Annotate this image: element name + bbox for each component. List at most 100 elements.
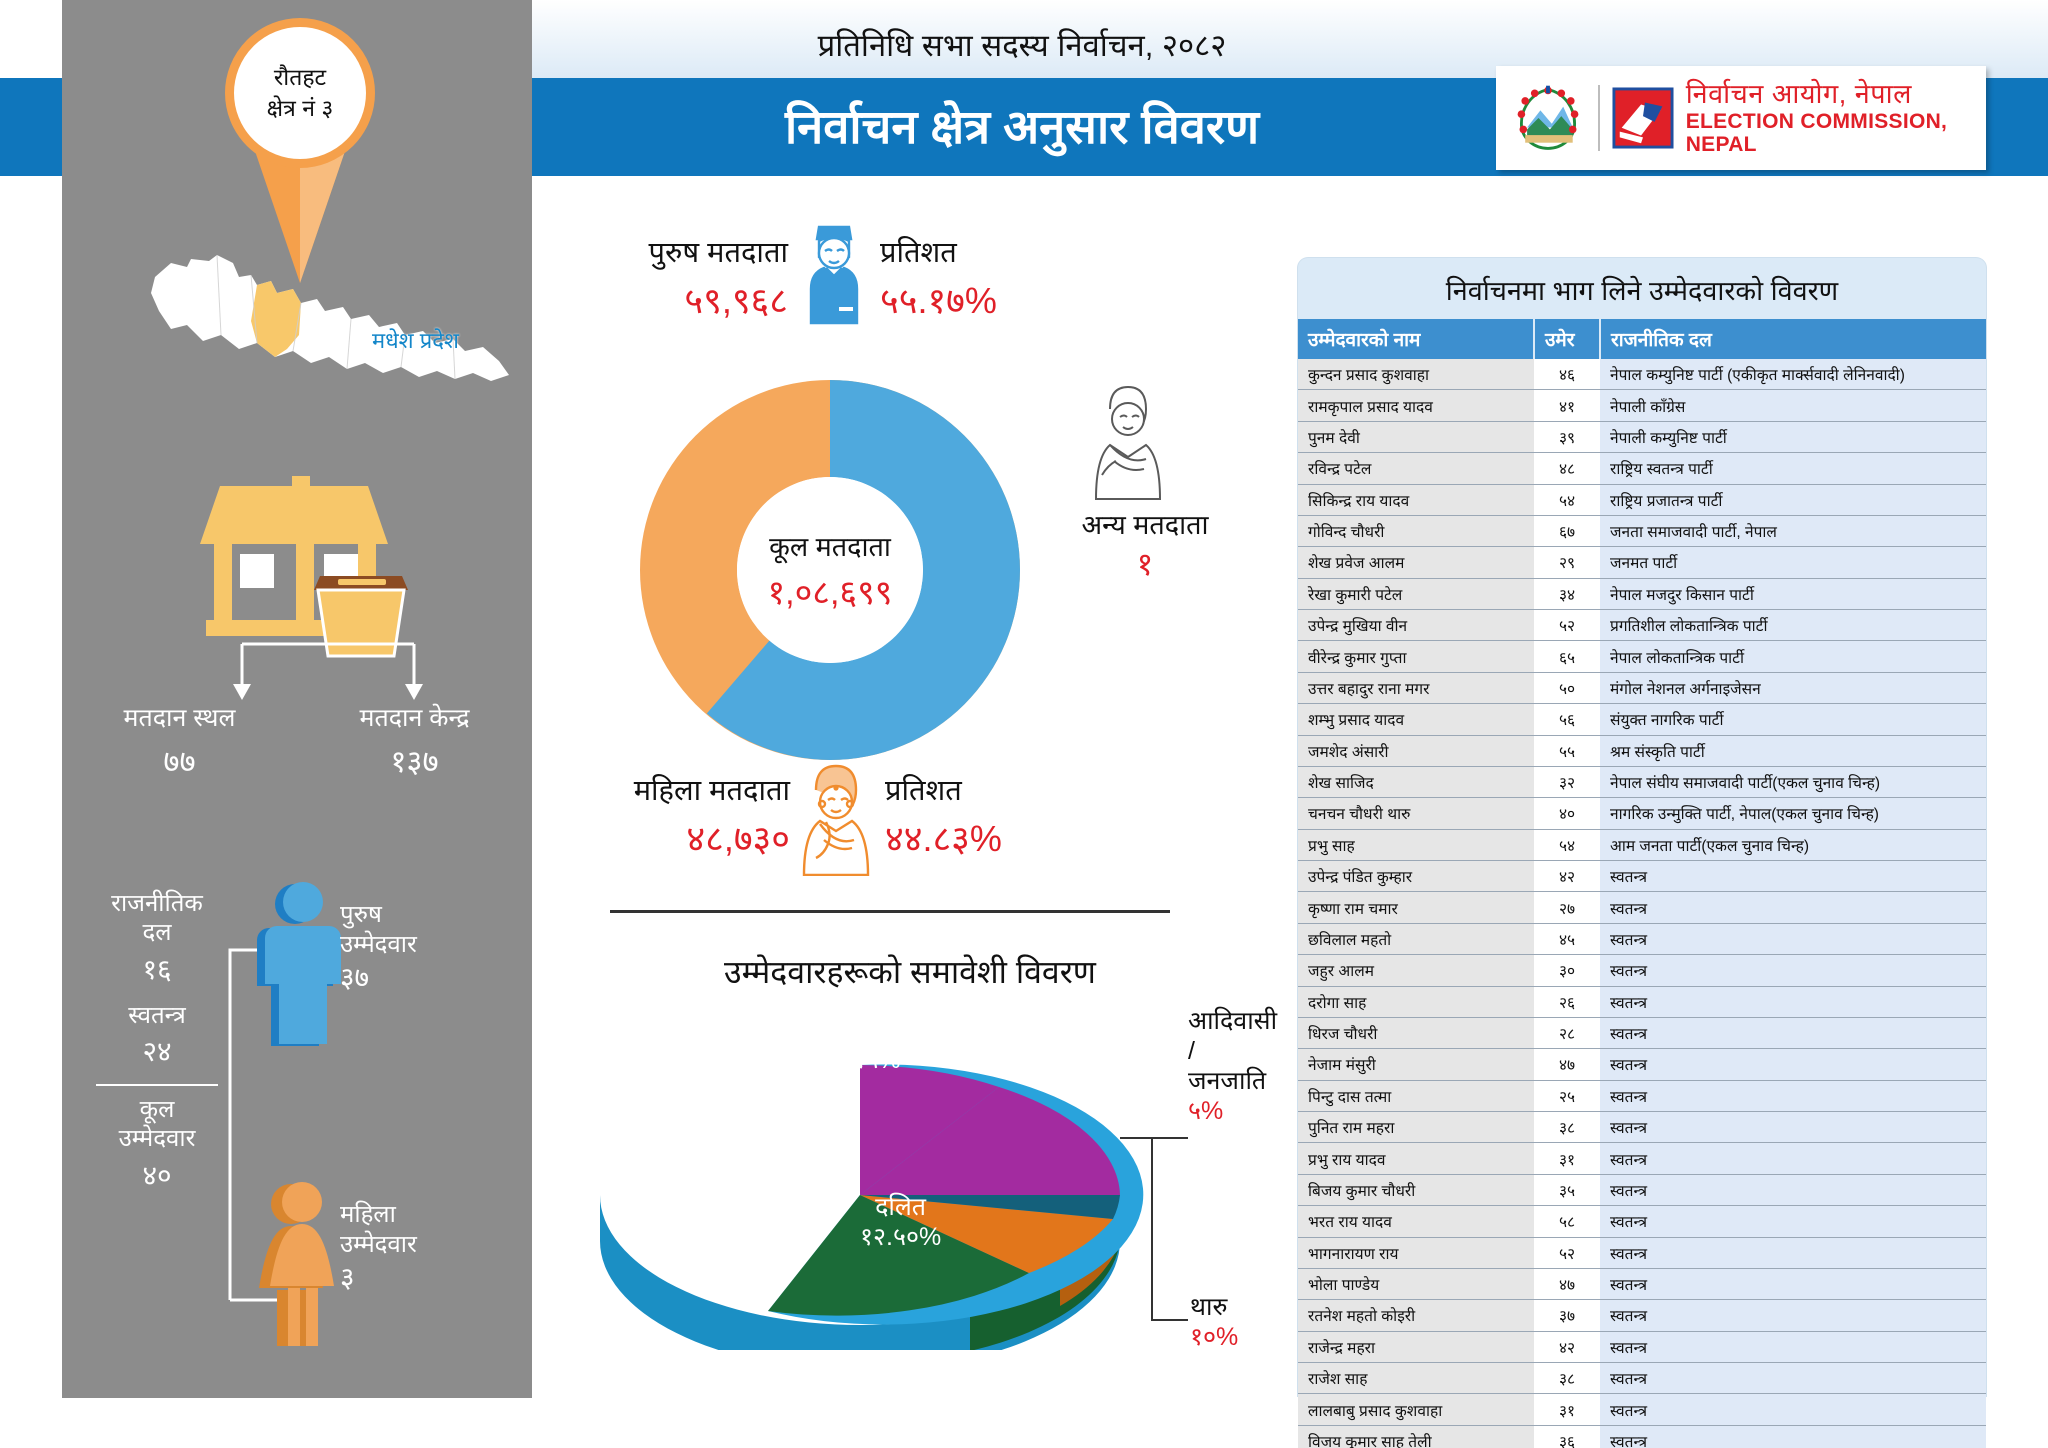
table-row: धिरज चौधरी २८ स्वतन्त्र: [1298, 1017, 1986, 1050]
table-row: रतनेश महतो कोइरी ३७ स्वतन्त्र: [1298, 1299, 1986, 1332]
candidate-name: दरोगा साह: [1298, 986, 1534, 1018]
candidate-party: स्वतन्त्र: [1600, 1362, 1986, 1395]
pie-label-adivasi: आदिवासी / जनजाति ५%: [1188, 1006, 1280, 1126]
candidate-age: ३१: [1534, 1142, 1600, 1175]
candidate-party: स्वतन्त्र: [1600, 1017, 1986, 1050]
nepal-emblem-icon: [1517, 85, 1579, 150]
dalit-name: दलित: [875, 1193, 927, 1221]
independent-value: २४: [142, 1036, 172, 1068]
male-percent-value: ५५.१७%: [880, 280, 997, 321]
table-row: वीरेन्द्र कुमार गुप्ता ६५ नेपाल लोकतान्त्र…: [1298, 640, 1986, 673]
candidate-age: ४१: [1534, 389, 1600, 422]
female-candidate-label-2: उम्मेदवार: [340, 1231, 417, 1258]
female-candidate-value: ३: [340, 1262, 355, 1293]
candidate-party: जनता समाजवादी पार्टी, नेपाल: [1600, 515, 1986, 548]
column-header-party: राजनीतिक दल: [1600, 319, 1986, 359]
female-candidate-icon: [259, 1182, 334, 1346]
column-header-age: उमेर: [1534, 319, 1601, 359]
table-row: सिकिन्द्र राय यादव ५४ राष्ट्रिय प्रजातन्त्…: [1298, 484, 1986, 516]
table-row: दरोगा साह २६ स्वतन्त्र: [1298, 986, 1986, 1018]
candidate-party: नेपाल कम्युनिष्ट पार्टी (एकीकृत मार्क्सव…: [1600, 359, 1986, 391]
pie-label-madheshi: मधेशी ५७.५०%: [650, 1048, 731, 1108]
table-row: राजेन्द्र महरा ४२ स्वतन्त्र: [1298, 1331, 1986, 1364]
table-row: बिजय कुमार चौधरी ३५ स्वतन्त्र: [1298, 1174, 1986, 1207]
other-voter-stat: अन्य मतदाता १: [1050, 505, 1240, 585]
candidate-name: छविलाल महतो: [1298, 923, 1534, 956]
total-voter-value: १,०८,६९९: [767, 573, 893, 612]
candidate-table-title: निर्वाचनमा भाग लिने उम्मेदवारको विवरण: [1445, 276, 1839, 306]
candidate-name: शेख साजिद: [1298, 766, 1534, 799]
candidate-party: स्वतन्त्र: [1600, 986, 1986, 1018]
candidate-name: भोला पाण्डेय: [1298, 1268, 1534, 1301]
female-percent-value: ४४.८३%: [885, 818, 1002, 859]
table-row: रामकृपाल प्रसाद यादव ४१ नेपाली काँग्रेस: [1298, 389, 1986, 422]
polling-venue-value: ७७: [163, 744, 196, 779]
candidate-party: नेपाली कम्युनिष्ट पार्टी: [1600, 421, 1986, 454]
candidate-name: राजेश साह: [1298, 1362, 1534, 1395]
male-voter-stat: पुरुष मतदाता ५९,९६८: [558, 232, 788, 324]
candidate-party: श्रम संस्कृति पार्टी: [1600, 735, 1986, 767]
table-row: कुन्दन प्रसाद कुशवाहा ४६ नेपाल कम्युनिष्ट …: [1298, 359, 1986, 391]
madheshi-pct: ५७.५०%: [650, 1079, 732, 1107]
candidate-age: ३०: [1534, 954, 1600, 987]
candidate-party: स्वतन्त्र: [1600, 1299, 1986, 1332]
table-row: छविलाल महतो ४५ स्वतन्त्र: [1298, 923, 1986, 956]
table-row: जहुर आलम ३० स्वतन्त्र: [1298, 954, 1986, 987]
candidate-age: ४२: [1534, 860, 1600, 893]
candidate-name: विजय कुमार साह तेली: [1298, 1425, 1534, 1448]
party-label-line2: दल: [142, 918, 172, 946]
candidate-age: ३१: [1534, 1393, 1600, 1426]
candidate-age: २९: [1534, 546, 1600, 579]
polling-center-label: मतदान केन्द्र: [359, 704, 470, 732]
candidate-party: राष्ट्रिय स्वतन्त्र पार्टी: [1600, 452, 1986, 485]
candidate-name: रेखा कुमारी पटेल: [1298, 578, 1534, 611]
party-value: १६: [142, 953, 172, 985]
candidate-name: धिरज चौधरी: [1298, 1017, 1534, 1050]
female-candidate-label-1: महिला: [340, 1201, 396, 1228]
candidate-age: ६७: [1534, 515, 1600, 548]
polling-center-value: १३७: [390, 744, 439, 779]
female-voter-value: ४८,७३०: [686, 818, 790, 859]
table-row: लालबाबु प्रसाद कुशवाहा ३१ स्वतन्त्र: [1298, 1393, 1986, 1426]
party-label-line1: राजनीतिक: [111, 890, 203, 917]
candidate-age: २७: [1534, 891, 1600, 924]
total-voter-label: कूल मतदाता: [769, 531, 891, 562]
pie-label-muslim: मुस्लिम १५%: [845, 1015, 908, 1075]
female-voter-icon: [802, 764, 870, 876]
candidate-age: ३८: [1534, 1362, 1600, 1395]
muslim-pct: १५%: [852, 1046, 901, 1074]
adivasi-pct: ५%: [1188, 1097, 1224, 1125]
female-percent-label: प्रतिशत: [885, 775, 962, 807]
table-row: जमशेद अंसारी ५५ श्रम संस्कृति पार्टी: [1298, 735, 1986, 767]
other-voter-label: अन्य मतदाता: [1081, 510, 1209, 540]
table-row: शेख प्रवेज आलम २९ जनमत पार्टी: [1298, 546, 1986, 579]
adivasi-name-1: आदिवासी /: [1188, 1007, 1278, 1065]
madheshi-name: मधेशी: [663, 1049, 718, 1077]
pin-circle: रौतहट क्षेत्र नं ३: [225, 18, 375, 168]
table-row: उत्तर बहादुर राना मगर ५० मंगोल नेशनल अर्गन…: [1298, 672, 1986, 705]
pin-district-label: रौतहट: [273, 63, 327, 90]
pie-label-tharu: थारु १०%: [1190, 1292, 1238, 1352]
candidate-party: स्वतन्त्र: [1600, 1268, 1986, 1301]
female-voter-stat: महिला मतदाता ४८,७३०: [540, 770, 790, 862]
constituency-pin-marker: रौतहट क्षेत्र नं ३: [195, 18, 405, 283]
adivasi-name-2: जनजाति: [1188, 1067, 1267, 1095]
candidate-party: नेपाली काँग्रेस: [1600, 389, 1986, 422]
candidate-name: भागनारायण राय: [1298, 1237, 1534, 1269]
candidate-age: ३५: [1534, 1174, 1600, 1207]
other-voter-icon: [1094, 385, 1162, 500]
candidate-party: नेपाल संघीय समाजवादी पार्टी(एकल चुनाव चि…: [1600, 766, 1986, 799]
table-row: शम्भु प्रसाद यादव ५६ संयुक्त नागरिक पार्टी: [1298, 703, 1986, 736]
table-row: भागनारायण राय ५२ स्वतन्त्र: [1298, 1237, 1986, 1269]
candidate-party: स्वतन्त्र: [1600, 891, 1986, 924]
candidate-name: लालबाबु प्रसाद कुशवाहा: [1298, 1393, 1534, 1426]
left-white-strip: [0, 0, 62, 1398]
polling-venue-label: मतदान स्थल: [123, 704, 236, 732]
pin-constituency-label: क्षेत्र नं ३: [266, 95, 334, 121]
female-candidate-stat: महिला उम्मेदवार ३: [340, 1200, 417, 1295]
candidate-party: स्वतन्त्र: [1600, 1048, 1986, 1081]
candidate-age: ५०: [1534, 672, 1600, 705]
candidate-name: पिन्टु दास तत्मा: [1298, 1080, 1534, 1113]
candidate-age: ५२: [1534, 1237, 1600, 1269]
